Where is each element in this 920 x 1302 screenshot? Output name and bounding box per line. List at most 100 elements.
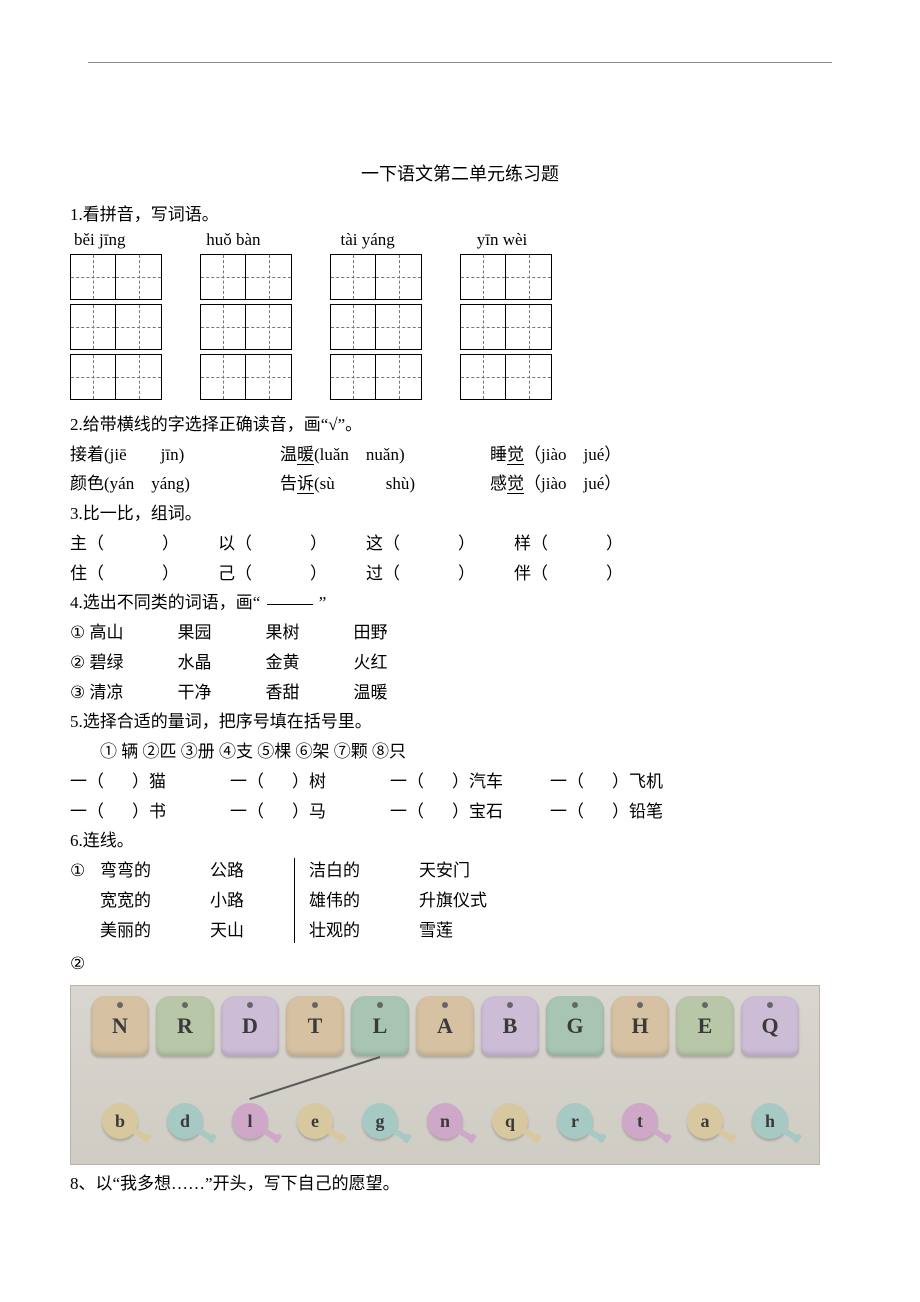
q4-prompt-a: 4.选出不同类的词语，画“ [70,593,265,612]
tian-cell[interactable] [116,304,162,350]
uppercase-tag-row: NRDTLABGHEQ [91,996,799,1056]
tian-cell[interactable] [330,354,376,400]
q4-row: ① 高山果园果树田野 [70,618,850,648]
underlined-char: 觉 [507,474,524,494]
lowercase-key[interactable]: q [481,1092,539,1150]
q4-prompt: 4.选出不同类的词语，画“ ” [70,588,850,618]
uppercase-tag[interactable]: G [546,996,604,1056]
lowercase-key[interactable]: a [676,1092,734,1150]
tian-cell[interactable] [506,354,552,400]
tian-pair [460,354,552,400]
q3-item: 样（） [514,529,662,559]
page-title: 一下语文第二单元练习题 [70,160,850,186]
q3-item: 伴（） [514,559,662,589]
q5-options: ① 辆 ②匹 ③册 ④支 ⑤棵 ⑥架 ⑦颗 ⑧只 [70,737,850,767]
lowercase-key[interactable]: e [286,1092,344,1150]
uppercase-tag[interactable]: A [416,996,474,1056]
q3-item: 这（） [366,529,514,559]
underline-mark [267,604,313,605]
tian-row [70,254,850,300]
q2-item: 温暖(luǎn nuǎn) [280,440,490,470]
q1-tian-grid [70,254,850,400]
tian-cell[interactable] [70,254,116,300]
worksheet-page: 一下语文第二单元练习题 1.看拼音，写词语。 běi jīng huǒ bàn … [0,0,920,1302]
q1-pinyin: běi jīng huǒ bàn tài yáng yīn wèi [74,230,850,250]
tian-cell[interactable] [376,254,422,300]
q4-row: ③ 清凉干净香甜温暖 [70,678,850,708]
q6-prompt: 6.连线。 [70,826,850,856]
tian-pair [330,254,422,300]
tian-cell[interactable] [246,354,292,400]
lowercase-key[interactable]: h [741,1092,799,1150]
tian-cell[interactable] [200,304,246,350]
tian-pair [330,354,422,400]
tian-cell[interactable] [330,304,376,350]
q3-row: 住（）己（）过（）伴（） [70,559,850,589]
tian-cell[interactable] [460,354,506,400]
tian-cell[interactable] [116,354,162,400]
q2-row: 接着(jiē jīn)温暖(luǎn nuǎn)睡觉（jiào jué） [70,440,850,470]
underlined-char: 颜 [70,474,87,493]
q4-row: ② 碧绿水晶金黄火红 [70,648,850,678]
q4-rows: ① 高山果园果树田野② 碧绿水晶金黄火红③ 清凉干净香甜温暖 [70,618,850,707]
lowercase-key[interactable]: d [156,1092,214,1150]
tian-cell[interactable] [200,254,246,300]
q5-row: 一（）猫一（）树一（）汽车一（）飞机 [70,767,850,797]
underlined-char: 接 [70,445,87,464]
q3-prompt: 3.比一比，组词。 [70,499,850,529]
match-row: 雄伟的升旗仪式 [309,886,487,916]
q3-item: 己（） [218,559,366,589]
uppercase-tag[interactable]: L [351,996,409,1056]
tian-cell[interactable] [506,304,552,350]
lowercase-key[interactable]: t [611,1092,669,1150]
uppercase-tag[interactable]: B [481,996,539,1056]
uppercase-tag[interactable]: D [221,996,279,1056]
tian-cell[interactable] [70,354,116,400]
underlined-char: 觉 [507,445,524,465]
tian-cell[interactable] [70,304,116,350]
tian-pair [460,304,552,350]
match-row: 美丽的天山 [70,916,280,946]
uppercase-tag[interactable]: H [611,996,669,1056]
lowercase-key[interactable]: n [416,1092,474,1150]
match-row: 宽宽的小路 [70,886,280,916]
tian-row [70,354,850,400]
tian-cell[interactable] [200,354,246,400]
uppercase-tag[interactable]: R [156,996,214,1056]
q3-item: 过（） [366,559,514,589]
lowercase-key[interactable]: r [546,1092,604,1150]
q6-left-col: ① 弯弯的公路 宽宽的小路 美丽的天山 [70,856,280,945]
q6-part2-wrap: ② NRDTLABGHEQ bdlegnqrtah [70,949,850,1165]
tian-pair [200,304,292,350]
q6-part1: ① 弯弯的公路 宽宽的小路 美丽的天山 洁白的天安门雄伟的升旗仪式壮观的雪莲 [70,856,850,945]
q1-pinyin-4: yīn wèi [477,230,597,250]
q3-item: 以（） [218,529,366,559]
tian-cell[interactable] [246,304,292,350]
tian-cell[interactable] [460,304,506,350]
q2-prompt: 2.给带横线的字选择正确读音，画“√”。 [70,410,850,440]
tian-cell[interactable] [460,254,506,300]
q5-row: 一（）书一（）马一（）宝石一（）铅笔 [70,797,850,827]
lowercase-key[interactable]: g [351,1092,409,1150]
tian-cell[interactable] [506,254,552,300]
lowercase-key[interactable]: l [221,1092,279,1150]
q6-right-col: 洁白的天安门雄伟的升旗仪式壮观的雪莲 [309,856,487,945]
lowercase-key[interactable]: b [91,1092,149,1150]
uppercase-tag[interactable]: Q [741,996,799,1056]
q2-item: 告诉(sù shù) [280,469,490,499]
tian-cell[interactable] [376,304,422,350]
tian-cell[interactable] [116,254,162,300]
tian-cell[interactable] [330,254,376,300]
q2-item: 感觉（jiào jué） [490,469,621,499]
tian-cell[interactable] [246,254,292,300]
q5-prompt: 5.选择合适的量词，把序号填在括号里。 [70,707,850,737]
tian-cell[interactable] [376,354,422,400]
uppercase-tag[interactable]: T [286,996,344,1056]
underlined-char: 暖 [297,445,314,465]
letter-matching-strip: NRDTLABGHEQ bdlegnqrtah [70,985,820,1165]
uppercase-tag[interactable]: E [676,996,734,1056]
q3-row: 主（）以（）这（）样（） [70,529,850,559]
match-row: 壮观的雪莲 [309,916,487,946]
tian-pair [200,254,292,300]
uppercase-tag[interactable]: N [91,996,149,1056]
